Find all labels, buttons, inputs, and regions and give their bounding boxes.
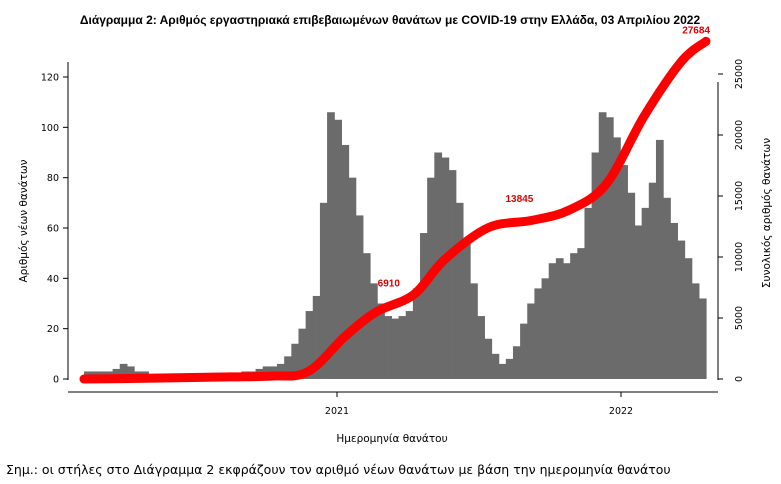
bar	[555, 258, 564, 379]
cumulative-deaths-line	[79, 36, 711, 384]
left-tick-label: 100	[41, 123, 59, 134]
bar	[477, 316, 485, 379]
daily-deaths-bars	[84, 112, 707, 380]
right-tick-label: 5000	[734, 306, 745, 330]
bar	[412, 288, 421, 379]
right-axis-label: Συνολικός αριθμός θανάτων	[761, 138, 773, 288]
right-tick-label: 25000	[734, 59, 745, 89]
covid-deaths-chart: Διάγραμμα 2: Αριθμός εργαστηριακά επιβεβ…	[18, 13, 773, 445]
bar	[620, 165, 628, 379]
left-tick-label: 0	[53, 375, 59, 386]
bar	[491, 353, 500, 379]
bar	[391, 318, 400, 379]
left-tick-label: 40	[47, 274, 59, 285]
x-axis-ticks: 2021 2022	[325, 392, 633, 417]
bar	[613, 137, 621, 379]
bar	[284, 356, 292, 379]
bar	[112, 368, 121, 379]
bar	[648, 182, 657, 379]
bar	[291, 343, 300, 379]
bar	[505, 358, 514, 379]
bar	[570, 253, 578, 379]
annotations: 6910 13845 27684	[378, 25, 711, 289]
bar	[627, 192, 636, 379]
cumulative-annotation: 13845	[505, 194, 533, 205]
bar	[341, 144, 350, 379]
bar	[327, 112, 335, 379]
bar	[455, 202, 464, 379]
bar	[119, 363, 128, 379]
bar	[548, 263, 557, 379]
chart-title: Διάγραμμα 2: Αριθμός εργαστηριακά επιβεβ…	[80, 13, 701, 27]
bar	[591, 152, 600, 379]
right-tick-label: 0	[734, 376, 745, 382]
right-tick-label: 20000	[734, 120, 745, 150]
bar	[369, 283, 378, 379]
bar	[698, 298, 707, 379]
left-tick-label: 120	[41, 73, 59, 84]
x-tick-label: 2021	[325, 406, 349, 417]
bar	[577, 248, 586, 379]
cumulative-annotation: 6910	[378, 279, 401, 290]
bar	[663, 197, 671, 379]
bar	[691, 283, 700, 379]
bar	[470, 283, 478, 379]
bar	[527, 303, 536, 379]
bar	[319, 202, 328, 379]
bar	[605, 117, 614, 380]
left-tick-label: 80	[47, 173, 59, 184]
bar	[655, 139, 664, 379]
right-tick-label: 15000	[734, 181, 745, 211]
bar	[634, 225, 643, 379]
left-tick-label: 20	[47, 324, 59, 335]
cumulative-annotation: 27684	[682, 25, 710, 36]
bar	[641, 207, 650, 379]
bar	[405, 311, 414, 379]
bar	[305, 311, 314, 379]
bar	[312, 295, 321, 379]
bar	[126, 366, 135, 379]
left-tick-label: 60	[47, 224, 59, 235]
footnote: Σημ.: οι στήλες στο Διάγραμμα 2 εκφράζου…	[6, 462, 671, 477]
bar	[670, 222, 678, 379]
bar	[520, 323, 528, 379]
bar	[448, 170, 457, 379]
bar	[563, 263, 571, 379]
bar	[498, 363, 507, 379]
bar	[512, 346, 521, 379]
bar	[355, 215, 364, 379]
bar	[541, 278, 550, 379]
bar	[598, 112, 607, 379]
x-tick-label: 2022	[609, 406, 633, 417]
right-axis-ticks: 0 5000 10000 15000 20000 25000	[718, 59, 745, 382]
bar	[277, 363, 285, 379]
bar	[677, 240, 686, 379]
bar	[334, 119, 342, 379]
bar	[462, 240, 471, 379]
left-axis-label: Αριθμός νέων θανάτων	[18, 159, 30, 282]
right-tick-label: 10000	[734, 242, 745, 272]
bar	[420, 233, 428, 379]
bar	[377, 303, 385, 379]
left-axis-ticks: 0 20 40 60 80 100 120	[41, 73, 68, 386]
bar	[384, 316, 393, 379]
axes	[67, 62, 719, 393]
bar	[534, 288, 543, 379]
bar	[484, 338, 493, 379]
bar	[584, 207, 593, 379]
bar	[348, 177, 357, 379]
x-axis-label: Ημερομηνία θανάτου	[336, 433, 447, 445]
bar	[684, 258, 693, 379]
bar	[398, 316, 407, 379]
bar	[298, 328, 307, 379]
bar	[441, 157, 450, 379]
